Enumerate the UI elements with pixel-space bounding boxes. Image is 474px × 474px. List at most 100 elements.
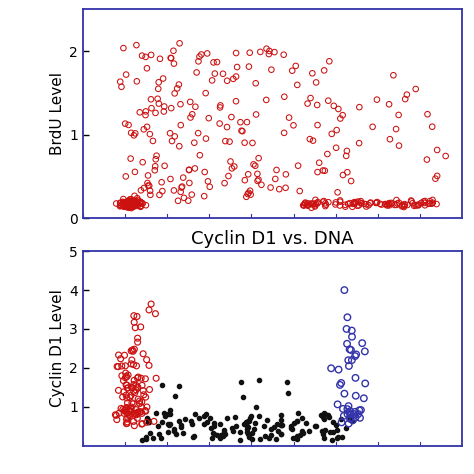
- Point: [119, 406, 127, 413]
- Point: [386, 136, 394, 143]
- Point: [349, 200, 356, 208]
- Point: [352, 199, 360, 206]
- Point: [425, 200, 432, 208]
- Point: [122, 406, 129, 413]
- Point: [369, 123, 376, 131]
- Point: [356, 139, 363, 147]
- Point: [288, 425, 295, 433]
- Point: [146, 187, 154, 195]
- Point: [189, 110, 196, 118]
- Point: [129, 201, 137, 209]
- Point: [124, 203, 132, 211]
- Point: [130, 418, 137, 425]
- Point: [395, 142, 403, 149]
- Point: [244, 190, 252, 198]
- Point: [319, 167, 327, 174]
- Point: [255, 155, 263, 162]
- Point: [415, 201, 422, 209]
- Point: [219, 432, 227, 440]
- Point: [384, 200, 392, 208]
- Point: [128, 356, 136, 364]
- Point: [145, 418, 153, 426]
- Point: [326, 428, 334, 436]
- Point: [122, 369, 129, 377]
- Point: [383, 201, 391, 208]
- Point: [130, 201, 137, 208]
- Point: [205, 114, 212, 122]
- Point: [341, 201, 349, 209]
- Point: [164, 428, 171, 436]
- Point: [149, 137, 157, 145]
- Y-axis label: BrdU Level: BrdU Level: [50, 72, 65, 155]
- Point: [304, 100, 311, 108]
- Point: [126, 407, 133, 415]
- Point: [311, 422, 319, 430]
- Point: [328, 436, 336, 444]
- Point: [332, 144, 340, 152]
- Point: [167, 54, 174, 62]
- Point: [156, 55, 164, 63]
- Point: [129, 199, 137, 206]
- Point: [119, 393, 127, 401]
- Point: [347, 177, 355, 185]
- Point: [357, 197, 365, 205]
- Point: [170, 60, 178, 67]
- Point: [115, 410, 123, 417]
- Point: [258, 181, 265, 189]
- Point: [127, 198, 135, 205]
- Point: [274, 427, 282, 435]
- Point: [138, 382, 146, 389]
- Point: [155, 79, 163, 86]
- Point: [133, 41, 140, 49]
- Point: [138, 200, 146, 207]
- Point: [177, 100, 184, 108]
- Point: [351, 408, 359, 416]
- Point: [282, 171, 290, 178]
- Point: [348, 327, 356, 334]
- Point: [300, 201, 308, 209]
- Point: [140, 184, 148, 192]
- Point: [121, 407, 128, 414]
- Point: [167, 104, 175, 112]
- Point: [293, 436, 301, 443]
- Point: [372, 199, 380, 207]
- Point: [209, 434, 216, 442]
- Point: [252, 110, 260, 118]
- Point: [334, 401, 341, 408]
- Point: [126, 197, 134, 205]
- Point: [217, 434, 224, 442]
- Point: [339, 111, 346, 119]
- Point: [220, 426, 228, 434]
- Point: [131, 192, 138, 200]
- Point: [356, 103, 363, 111]
- Point: [131, 410, 139, 417]
- Point: [230, 163, 238, 170]
- Point: [186, 98, 194, 106]
- Point: [134, 409, 142, 416]
- Point: [129, 201, 137, 208]
- Point: [129, 201, 137, 208]
- Point: [140, 126, 147, 133]
- Point: [157, 434, 164, 442]
- Point: [312, 79, 320, 86]
- Point: [133, 199, 141, 207]
- Point: [204, 178, 212, 185]
- Point: [128, 403, 135, 411]
- Point: [328, 365, 335, 372]
- Point: [115, 351, 122, 359]
- Point: [134, 410, 141, 418]
- Point: [203, 419, 210, 426]
- Point: [201, 168, 209, 176]
- Point: [123, 410, 131, 417]
- Point: [207, 414, 214, 422]
- Point: [172, 430, 180, 438]
- Point: [314, 168, 321, 176]
- Point: [112, 411, 120, 419]
- Point: [243, 193, 250, 201]
- Point: [348, 203, 356, 210]
- Point: [413, 201, 420, 209]
- Point: [137, 198, 144, 205]
- Point: [190, 434, 197, 441]
- Point: [383, 202, 391, 210]
- Point: [125, 197, 132, 204]
